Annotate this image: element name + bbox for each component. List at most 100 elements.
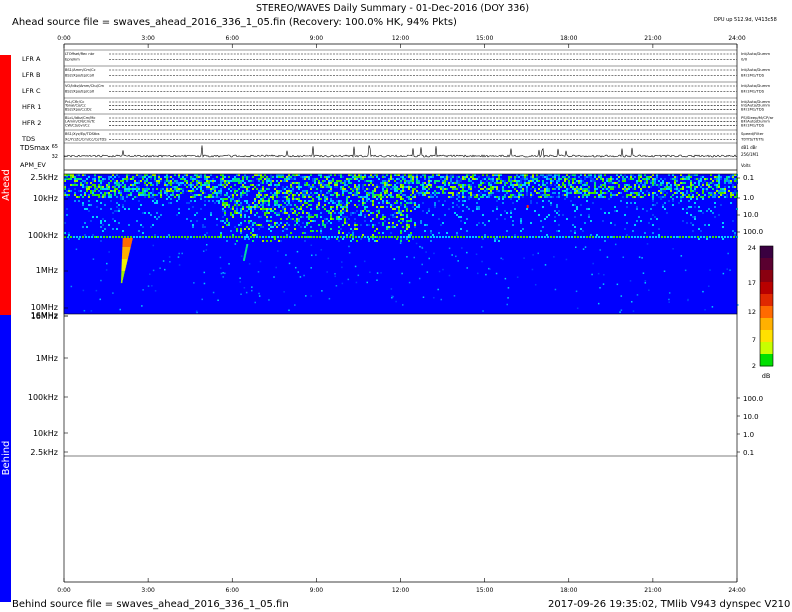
tdsmax-right-bottom: 256/1M1 [741, 152, 759, 157]
hk-right-label: BF/1M1/TDS [741, 122, 765, 127]
bottom-time-tick-label: 15:00 [476, 587, 493, 594]
colorbar-segment [760, 330, 773, 343]
ahead-wavelength-label: 0.1 [743, 174, 754, 182]
hk-right-label: BF/Auto/Dumm [741, 119, 770, 124]
hk-panel-label: LFR B [22, 71, 40, 79]
hk-right-label: 0/0 [741, 57, 748, 62]
top-time-tick-label: 3:00 [141, 35, 155, 42]
hk-left-label: BS1/Xyz/Ep/TDStbs [65, 132, 100, 136]
colorbar-tick-label: 17 [748, 279, 756, 287]
top-time-tick-label: 6:00 [226, 35, 240, 42]
behind-freq-tick-label: 100kHz [28, 393, 58, 402]
bottom-time-tick-label: 24:00 [728, 587, 745, 594]
hk-panel-label: LFR C [22, 87, 41, 95]
behind-freq-tick-label: 1MHz [36, 354, 58, 363]
page-title: STEREO/WAVES Daily Summary - 01-Dec-2016… [256, 3, 530, 14]
hk-right-label: Int/Auto/Dumm [741, 83, 770, 88]
behind-side-bar [0, 315, 11, 602]
ahead-side-bar [0, 55, 11, 315]
tdsmax-top-value: 65 [52, 144, 58, 150]
ahead-freq-tick-label: 10kHz [33, 194, 58, 203]
bottom-time-tick-label: 12:00 [392, 587, 409, 594]
hk-right-label: Tf/TfS/Tf/Tfs [740, 137, 764, 142]
hk-left-label: Xc/Yc/Zc/Cm/Cc/CoTDS [65, 138, 107, 142]
hk-left-label: PcL/Cflr/Cc [65, 100, 84, 104]
bottom-time-tick-label: 0:00 [57, 587, 71, 594]
apm-right-label: Volts [741, 163, 751, 168]
hk-panel-label: HFR 1 [22, 103, 41, 111]
top-time-tick-label: 12:00 [392, 35, 409, 42]
behind-wavelength-label: 0.1 [743, 449, 754, 457]
colorbar-tick-label: 24 [748, 244, 756, 252]
hk-left-label: BS1/Amm/Cm/Cc [65, 68, 96, 72]
hk-left-label: BS2/Xpo/Cc/Dc [65, 107, 92, 111]
colorbar-segment [760, 258, 773, 271]
hk-right-label: BF/1M1/TDS [741, 73, 765, 78]
colorbar-frame [759, 245, 774, 367]
ahead-freq-tick-label: 10MHz [31, 303, 58, 312]
behind-side-label: Behind [1, 441, 12, 476]
dpu-info: DPU up 512.9d, V413c58 [714, 17, 777, 23]
behind-freq-tick-label: 10kHz [33, 429, 58, 438]
top-time-tick-label: 0:00 [57, 35, 71, 42]
colorbar-tick-label: 2 [752, 362, 756, 370]
hk-left-label: CW/CS/ovr/Cc [65, 123, 90, 127]
tdsmax-right-top: dB1 dBr [741, 145, 757, 150]
colorbar-segment [760, 354, 773, 367]
colorbar-segment [760, 342, 773, 355]
hk-left-label: LTOffset/Rec nbr [65, 52, 95, 56]
hk-left-label: BLcL/Idkz/Cm/Mc [65, 116, 95, 120]
apm-label: APM_EV [20, 161, 46, 169]
ahead-source-label: Ahead source file = swaves_ahead_2016_33… [12, 17, 457, 28]
behind-wavelength-label: 1.0 [743, 431, 754, 439]
bottom-time-tick-label: 3:00 [141, 587, 155, 594]
bottom-time-tick-label: 9:00 [310, 587, 324, 594]
colorbar-segment [760, 246, 773, 259]
ahead-side-label: Ahead [1, 169, 12, 201]
top-time-tick-label: 24:00 [728, 35, 745, 42]
bottom-time-tick-label: 6:00 [226, 587, 240, 594]
ahead-freq-tick-label: 100kHz [28, 231, 58, 240]
hk-left-label: BS2/Xpo/Ep/CoX [65, 90, 95, 94]
behind-freq-tick-label: 2.5kHz [30, 448, 58, 457]
behind-freq-tick-label: 16MHz [31, 312, 58, 321]
bottom-time-tick-label: 18:00 [560, 587, 577, 594]
tdsmax-bottom-value: 32 [52, 154, 58, 160]
hk-left-label: Tonal/Co/Cc [64, 104, 86, 108]
top-time-tick-label: 9:00 [310, 35, 324, 42]
bottom-time-tick-label: 21:00 [644, 587, 661, 594]
hk-right-label: Int/Auto/Dumm [741, 103, 770, 108]
top-time-tick-label: 18:00 [560, 35, 577, 42]
tdsmax-trace [63, 145, 738, 158]
ahead-freq-tick-label: 2.5kHz [30, 173, 58, 182]
hk-left-label: BS2/Xpo/Ep/CoX [65, 74, 95, 78]
colorbar-unit-label: dB [762, 372, 771, 380]
hk-left-label: LAmm/CN/Cm/Tc [65, 120, 95, 124]
colorbar-segment [760, 294, 773, 307]
colorbar-segment [760, 270, 773, 283]
hk-right-label: PS/Sleep/M/CP/ar [741, 115, 774, 120]
behind-wavelength-label: 100.0 [743, 395, 763, 403]
hk-panel-label: LFR A [22, 55, 41, 63]
colorbar-tick-label: 7 [752, 336, 756, 344]
hk-right-label: Speed/Filter [741, 131, 764, 136]
footer-timestamp: 2017-09-26 19:35:02, TMlib V943 dynspec … [548, 599, 791, 610]
ahead-freq-tick-label: 1MHz [36, 266, 58, 275]
colorbar-segment [760, 306, 773, 319]
ahead-wavelength-label: 100.0 [743, 228, 763, 236]
hk-right-label: Int/Auto/Dumm [741, 67, 770, 72]
ahead-wavelength-label: 1.0 [743, 194, 754, 202]
hk-left-label: Eprelkm [65, 58, 80, 62]
ahead-spectrogram-pixels [64, 174, 739, 314]
ahead-freq-tick-label: 16MHz [31, 311, 58, 320]
tdsmax-label: TDSmax [19, 144, 49, 152]
behind-source-label: Behind source file = swaves_ahead_2016_3… [12, 599, 289, 610]
hk-panel-label: HFR 2 [22, 119, 41, 127]
hk-right-label: Int/Auto/Dumm [741, 51, 770, 56]
hk-left-label: VO/Idkz/Amm/Ctu/Cm [65, 84, 105, 88]
ahead-spectrogram-frame [63, 173, 738, 315]
behind-wavelength-label: 10.0 [743, 413, 759, 421]
hk-right-label: BF/1M1/TDS [741, 106, 765, 111]
colorbar-segment [760, 318, 773, 331]
